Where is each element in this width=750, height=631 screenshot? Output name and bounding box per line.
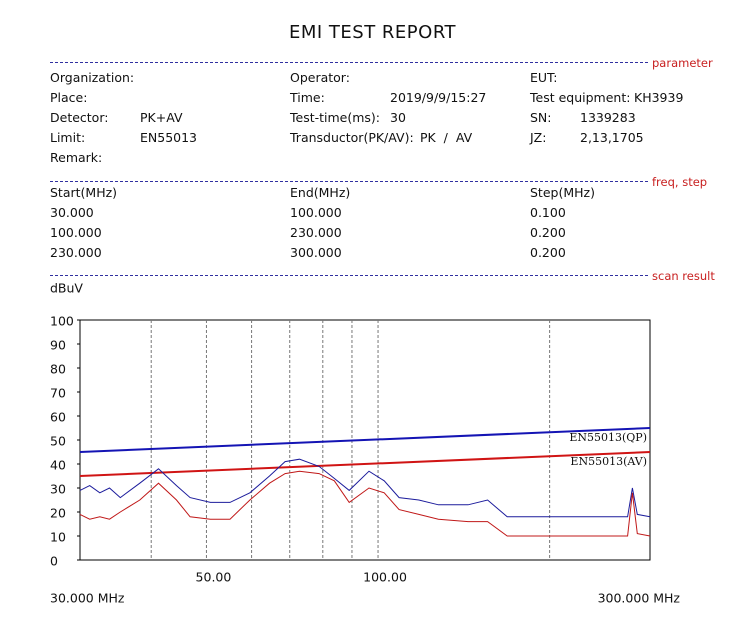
table-cell: 100.000 xyxy=(50,225,102,240)
y-axis-label: dBuV xyxy=(50,281,83,296)
y-tick-label: 90 xyxy=(50,338,66,353)
table-cell: 300.000 xyxy=(290,245,342,260)
series-label: EN55013(AV) xyxy=(570,455,647,468)
table-cell: 230.000 xyxy=(50,245,102,260)
table-cell: 0.100 xyxy=(530,205,566,220)
section-label: parameter xyxy=(652,56,713,70)
field-value: PK / AV xyxy=(420,130,473,145)
field-label: Test equipment: xyxy=(530,90,631,105)
field-value: KH3939 xyxy=(634,90,684,105)
section-label: freq, step xyxy=(652,175,708,189)
field-label: SN: xyxy=(530,110,552,125)
title: EMI TEST REPORT xyxy=(288,22,457,43)
field-label: Operator: xyxy=(290,70,350,85)
x-range-label: 300.000 MHz xyxy=(598,591,681,606)
x-range-label: 30.000 MHz xyxy=(50,591,125,606)
series-line xyxy=(79,470,651,537)
separator xyxy=(50,275,648,276)
field-value: 2019/9/9/15:27 xyxy=(390,90,487,105)
y-tick-label: 60 xyxy=(50,410,66,425)
table-cell: 30.000 xyxy=(50,205,94,220)
field-label: Transductor(PK/AV): xyxy=(290,130,414,145)
x-tick-label: 100.00 xyxy=(363,570,407,585)
field-label: Limit: xyxy=(50,130,86,145)
y-tick-label: 70 xyxy=(50,386,66,401)
field-label: Remark: xyxy=(50,150,103,165)
field-label: Organization: xyxy=(50,70,135,85)
y-tick-label: 80 xyxy=(50,362,66,377)
field-label: JZ: xyxy=(530,130,547,145)
field-value: PK+AV xyxy=(140,110,183,125)
field-value: EN55013 xyxy=(140,130,198,145)
separator xyxy=(50,62,648,63)
table-cell: 230.000 xyxy=(290,225,342,240)
table-header: Start(MHz) xyxy=(50,185,118,200)
y-tick-label: 40 xyxy=(50,458,66,473)
field-value: 30 xyxy=(390,110,406,125)
series-line xyxy=(79,427,651,453)
y-tick-label: 10 xyxy=(50,530,66,545)
section-label: scan result xyxy=(652,269,715,283)
field-label: Place: xyxy=(50,90,88,105)
table-header: End(MHz) xyxy=(290,185,351,200)
field-label: Detector: xyxy=(50,110,109,125)
separator xyxy=(50,181,648,182)
field-label: EUT: xyxy=(530,70,558,85)
field-label: Test-time(ms): xyxy=(290,110,381,125)
series-line xyxy=(79,451,651,477)
table-cell: 0.200 xyxy=(530,225,566,240)
y-tick-label: 30 xyxy=(50,482,66,497)
table-cell: 100.000 xyxy=(290,205,342,220)
table-header: Step(MHz) xyxy=(530,185,595,200)
x-tick-label: 50.00 xyxy=(196,570,232,585)
field-label: Time: xyxy=(290,90,325,105)
y-tick-label: 20 xyxy=(50,506,66,521)
y-tick-label: 0 xyxy=(50,554,58,569)
field-value: 2,13,1705 xyxy=(580,130,644,145)
series-label: EN55013(QP) xyxy=(569,431,647,444)
table-cell: 0.200 xyxy=(530,245,566,260)
field-value: 1339283 xyxy=(580,110,636,125)
y-tick-label: 100 xyxy=(50,314,74,329)
y-tick-label: 50 xyxy=(50,434,66,449)
series-line xyxy=(79,458,651,518)
